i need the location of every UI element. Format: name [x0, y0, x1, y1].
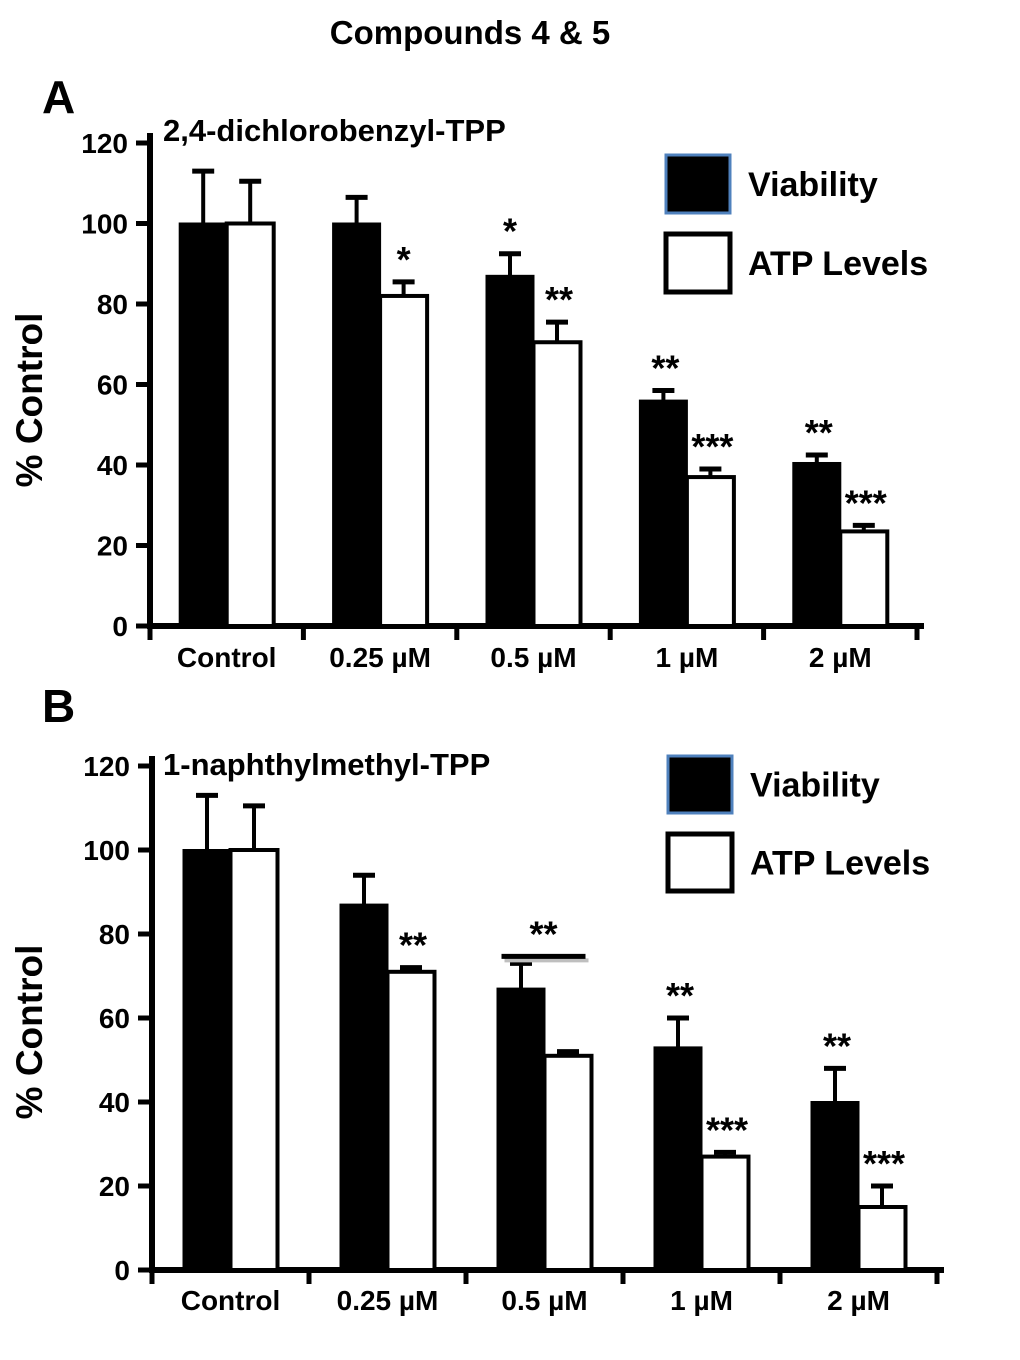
y-tick-label: 80: [99, 919, 130, 950]
panel-letter-A: A: [42, 71, 75, 123]
x-category-label: Control: [181, 1285, 281, 1316]
sig-star-atp-A-2: **: [545, 279, 573, 320]
sig-star-atp-A-3: ***: [691, 426, 733, 467]
panel-A: [136, 133, 924, 640]
legend-viability-label: Viability: [750, 767, 880, 805]
bar-viability-A-2: [485, 274, 535, 627]
bar-atp-A-0: [224, 221, 276, 628]
bar-viability-B-4: [810, 1101, 860, 1271]
legend-viability-swatch: [664, 153, 732, 215]
bar-viability-A-4: [792, 461, 842, 627]
bar-viability-B-0: [182, 849, 232, 1271]
y-tick-label: 40: [99, 1087, 130, 1118]
sig-bracket-stars-B: **: [529, 913, 557, 954]
sig-star-atp-A-1: *: [397, 239, 411, 280]
x-category-label: 0.25 µM: [337, 1285, 439, 1316]
panel-B: [138, 754, 944, 1284]
y-tick-label: 20: [97, 531, 128, 562]
x-category-label: Control: [177, 642, 277, 673]
bar-atp-B-1: [385, 969, 437, 1272]
x-category-label: 0.5 µM: [490, 642, 576, 673]
y-axis-label-B: % Control: [9, 945, 50, 1120]
sig-star-atp-B-1: **: [399, 925, 427, 966]
panel-letter-B: B: [42, 680, 75, 732]
y-tick-label: 40: [97, 450, 128, 481]
bar-atp-B-3: [699, 1154, 751, 1272]
bar-atp-A-3: [684, 475, 736, 629]
bar-viability-B-1: [339, 903, 389, 1271]
sig-star-atp-B-3: ***: [706, 1109, 748, 1150]
bar-atp-B-2: [542, 1053, 594, 1273]
bar-atp-A-1: [378, 293, 430, 628]
x-category-label: 0.5 µM: [501, 1285, 587, 1316]
bar-atp-A-4: [838, 529, 890, 628]
legend-viability-swatch: [666, 754, 734, 815]
y-tick-label: 0: [112, 611, 128, 642]
bar-atp-A-2: [531, 340, 583, 628]
bar-viability-B-2: [496, 987, 546, 1271]
x-category-label: 2 µM: [827, 1285, 890, 1316]
y-tick-label: 100: [81, 209, 128, 240]
y-tick-label: 60: [97, 370, 128, 401]
sig-star-viability-B-3: **: [666, 975, 694, 1016]
y-tick-label: 120: [81, 128, 128, 159]
y-axis-label-A: % Control: [9, 313, 50, 488]
sig-star-viability-A-4: **: [805, 412, 833, 453]
legend-atp-swatch: [663, 231, 733, 295]
sig-star-viability-A-3: **: [651, 348, 679, 389]
figure-title: Compounds 4 & 5: [329, 14, 611, 51]
sig-star-viability-B-4: **: [823, 1025, 851, 1066]
legend-atp-label: ATP Levels: [748, 245, 928, 283]
y-tick-label: 120: [83, 751, 130, 782]
bar-viability-A-0: [178, 222, 228, 627]
bar-viability-A-3: [638, 399, 688, 627]
panel-title-B: 1-naphthylmethyl-TPP: [163, 747, 490, 782]
sig-star-atp-B-4: ***: [863, 1143, 905, 1184]
y-tick-label: 20: [99, 1171, 130, 1202]
x-category-label: 1 µM: [670, 1285, 733, 1316]
sig-star-atp-A-4: ***: [845, 482, 887, 523]
legend-atp-label: ATP Levels: [750, 845, 930, 883]
y-tick-label: 100: [83, 835, 130, 866]
x-category-label: 2 µM: [809, 642, 872, 673]
y-tick-label: 60: [99, 1003, 130, 1034]
x-category-label: 1 µM: [655, 642, 718, 673]
bar-atp-B-4: [856, 1205, 908, 1272]
bar-viability-B-3: [653, 1046, 703, 1272]
bar-viability-A-1: [332, 222, 382, 627]
x-category-label: 0.25 µM: [329, 642, 431, 673]
legend-viability-label: Viability: [748, 166, 878, 204]
panel-title-A: 2,4-dichlorobenzyl-TPP: [163, 113, 506, 148]
bar-atp-B-0: [228, 848, 280, 1272]
sig-star-viability-A-2: *: [503, 211, 517, 252]
legend-atp-swatch: [665, 831, 735, 894]
y-tick-label: 80: [97, 289, 128, 320]
y-tick-label: 0: [114, 1255, 130, 1286]
